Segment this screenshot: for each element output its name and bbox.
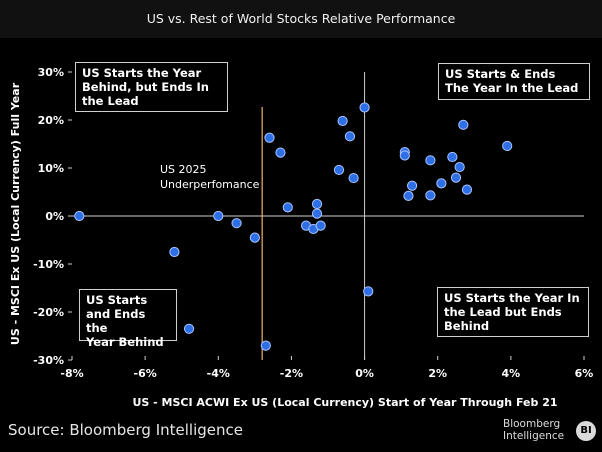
data-point (333, 164, 345, 176)
data-point (454, 161, 465, 173)
y-tick-label: -30% (33, 354, 64, 367)
data-point (461, 184, 473, 195)
quadrant-text-line: US Starts the Year (82, 66, 202, 80)
data-point (260, 340, 271, 351)
x-tick-label: -2% (280, 367, 303, 380)
quadrant-text-line: the Lead but Ends (444, 305, 562, 319)
data-point (275, 147, 286, 158)
quadrant-text-line: Year Behind (86, 335, 164, 349)
data-point (458, 119, 469, 130)
x-tick-label: 4% (502, 367, 521, 380)
quadrant-box-top-right: US Starts & Ends The Year In the Lead (438, 63, 590, 100)
data-point (249, 232, 260, 243)
x-tick-label: -4% (207, 367, 230, 380)
data-point (231, 218, 242, 229)
logo-line: Bloomberg (503, 418, 561, 430)
bloomberg-intelligence-logo: Bloomberg Intelligence BI (503, 418, 599, 448)
data-point (315, 220, 326, 231)
data-point (337, 115, 348, 127)
data-point (213, 210, 224, 222)
data-point (311, 198, 323, 210)
data-point (399, 150, 410, 161)
quadrant-text-line: US Starts the Year In (444, 291, 580, 305)
data-point (359, 102, 370, 113)
data-point (407, 180, 418, 191)
quadrant-text-line: US Starts & Ends (445, 67, 556, 81)
reference-line-label: Underperfomance (160, 178, 260, 191)
x-tick-label: 6% (575, 367, 594, 380)
logo-line: Intelligence (503, 430, 565, 442)
data-point (183, 323, 195, 334)
data-point (403, 190, 414, 201)
logo-text: Bloomberg Intelligence (503, 418, 564, 442)
y-tick-label: 20% (38, 114, 64, 127)
quadrant-text-line: The Year In the Lead (445, 81, 579, 95)
source-note: Source: Bloomberg Intelligence (8, 421, 243, 439)
quadrant-box-top-left: US Starts the Year Behind, but Ends In t… (75, 62, 228, 112)
data-point (447, 151, 458, 163)
chart-title: US vs. Rest of World Stocks Relative Per… (146, 11, 456, 26)
title-bar: US vs. Rest of World Stocks Relative Per… (0, 0, 602, 38)
y-tick-label: 10% (38, 162, 64, 175)
y-tick-label: 30% (38, 66, 64, 79)
quadrant-text-line: and Ends the (86, 307, 146, 335)
data-point (344, 131, 356, 142)
data-point (436, 178, 447, 189)
y-tick-label: -10% (33, 258, 64, 271)
data-point (450, 172, 462, 183)
x-tick-label: 2% (428, 367, 447, 380)
data-point (502, 140, 513, 152)
data-point (348, 172, 359, 184)
data-point (169, 246, 180, 258)
y-tick-label: -20% (33, 306, 64, 319)
data-point (363, 286, 374, 297)
data-point (425, 190, 436, 201)
y-tick-label: 0% (45, 210, 64, 223)
quadrant-text-line: the Lead (82, 94, 139, 108)
x-tick-label: -6% (134, 367, 157, 380)
data-point (311, 208, 323, 219)
data-point (264, 132, 275, 143)
data-point (425, 155, 436, 166)
reference-line-label: US 2025 (160, 163, 207, 176)
quadrant-text-line: Behind, but Ends In (82, 80, 209, 94)
x-tick-label: -8% (60, 367, 83, 380)
quadrant-box-bottom-right: US Starts the Year In the Lead but Ends … (437, 287, 589, 337)
quadrant-text-line: US Starts (86, 293, 148, 307)
logo-badge: BI (576, 421, 596, 441)
x-tick-label: 0% (355, 367, 374, 380)
data-point (282, 202, 293, 213)
quadrant-text-line: Behind (444, 319, 490, 333)
y-axis-title: US - MSCI Ex US (Local Currency) Full Ye… (9, 82, 22, 345)
quadrant-box-bottom-left: US Starts and Ends the Year Behind (79, 289, 177, 349)
x-axis-title: US - MSCI ACWI Ex US (Local Currency) St… (132, 396, 557, 409)
data-point (74, 210, 85, 222)
